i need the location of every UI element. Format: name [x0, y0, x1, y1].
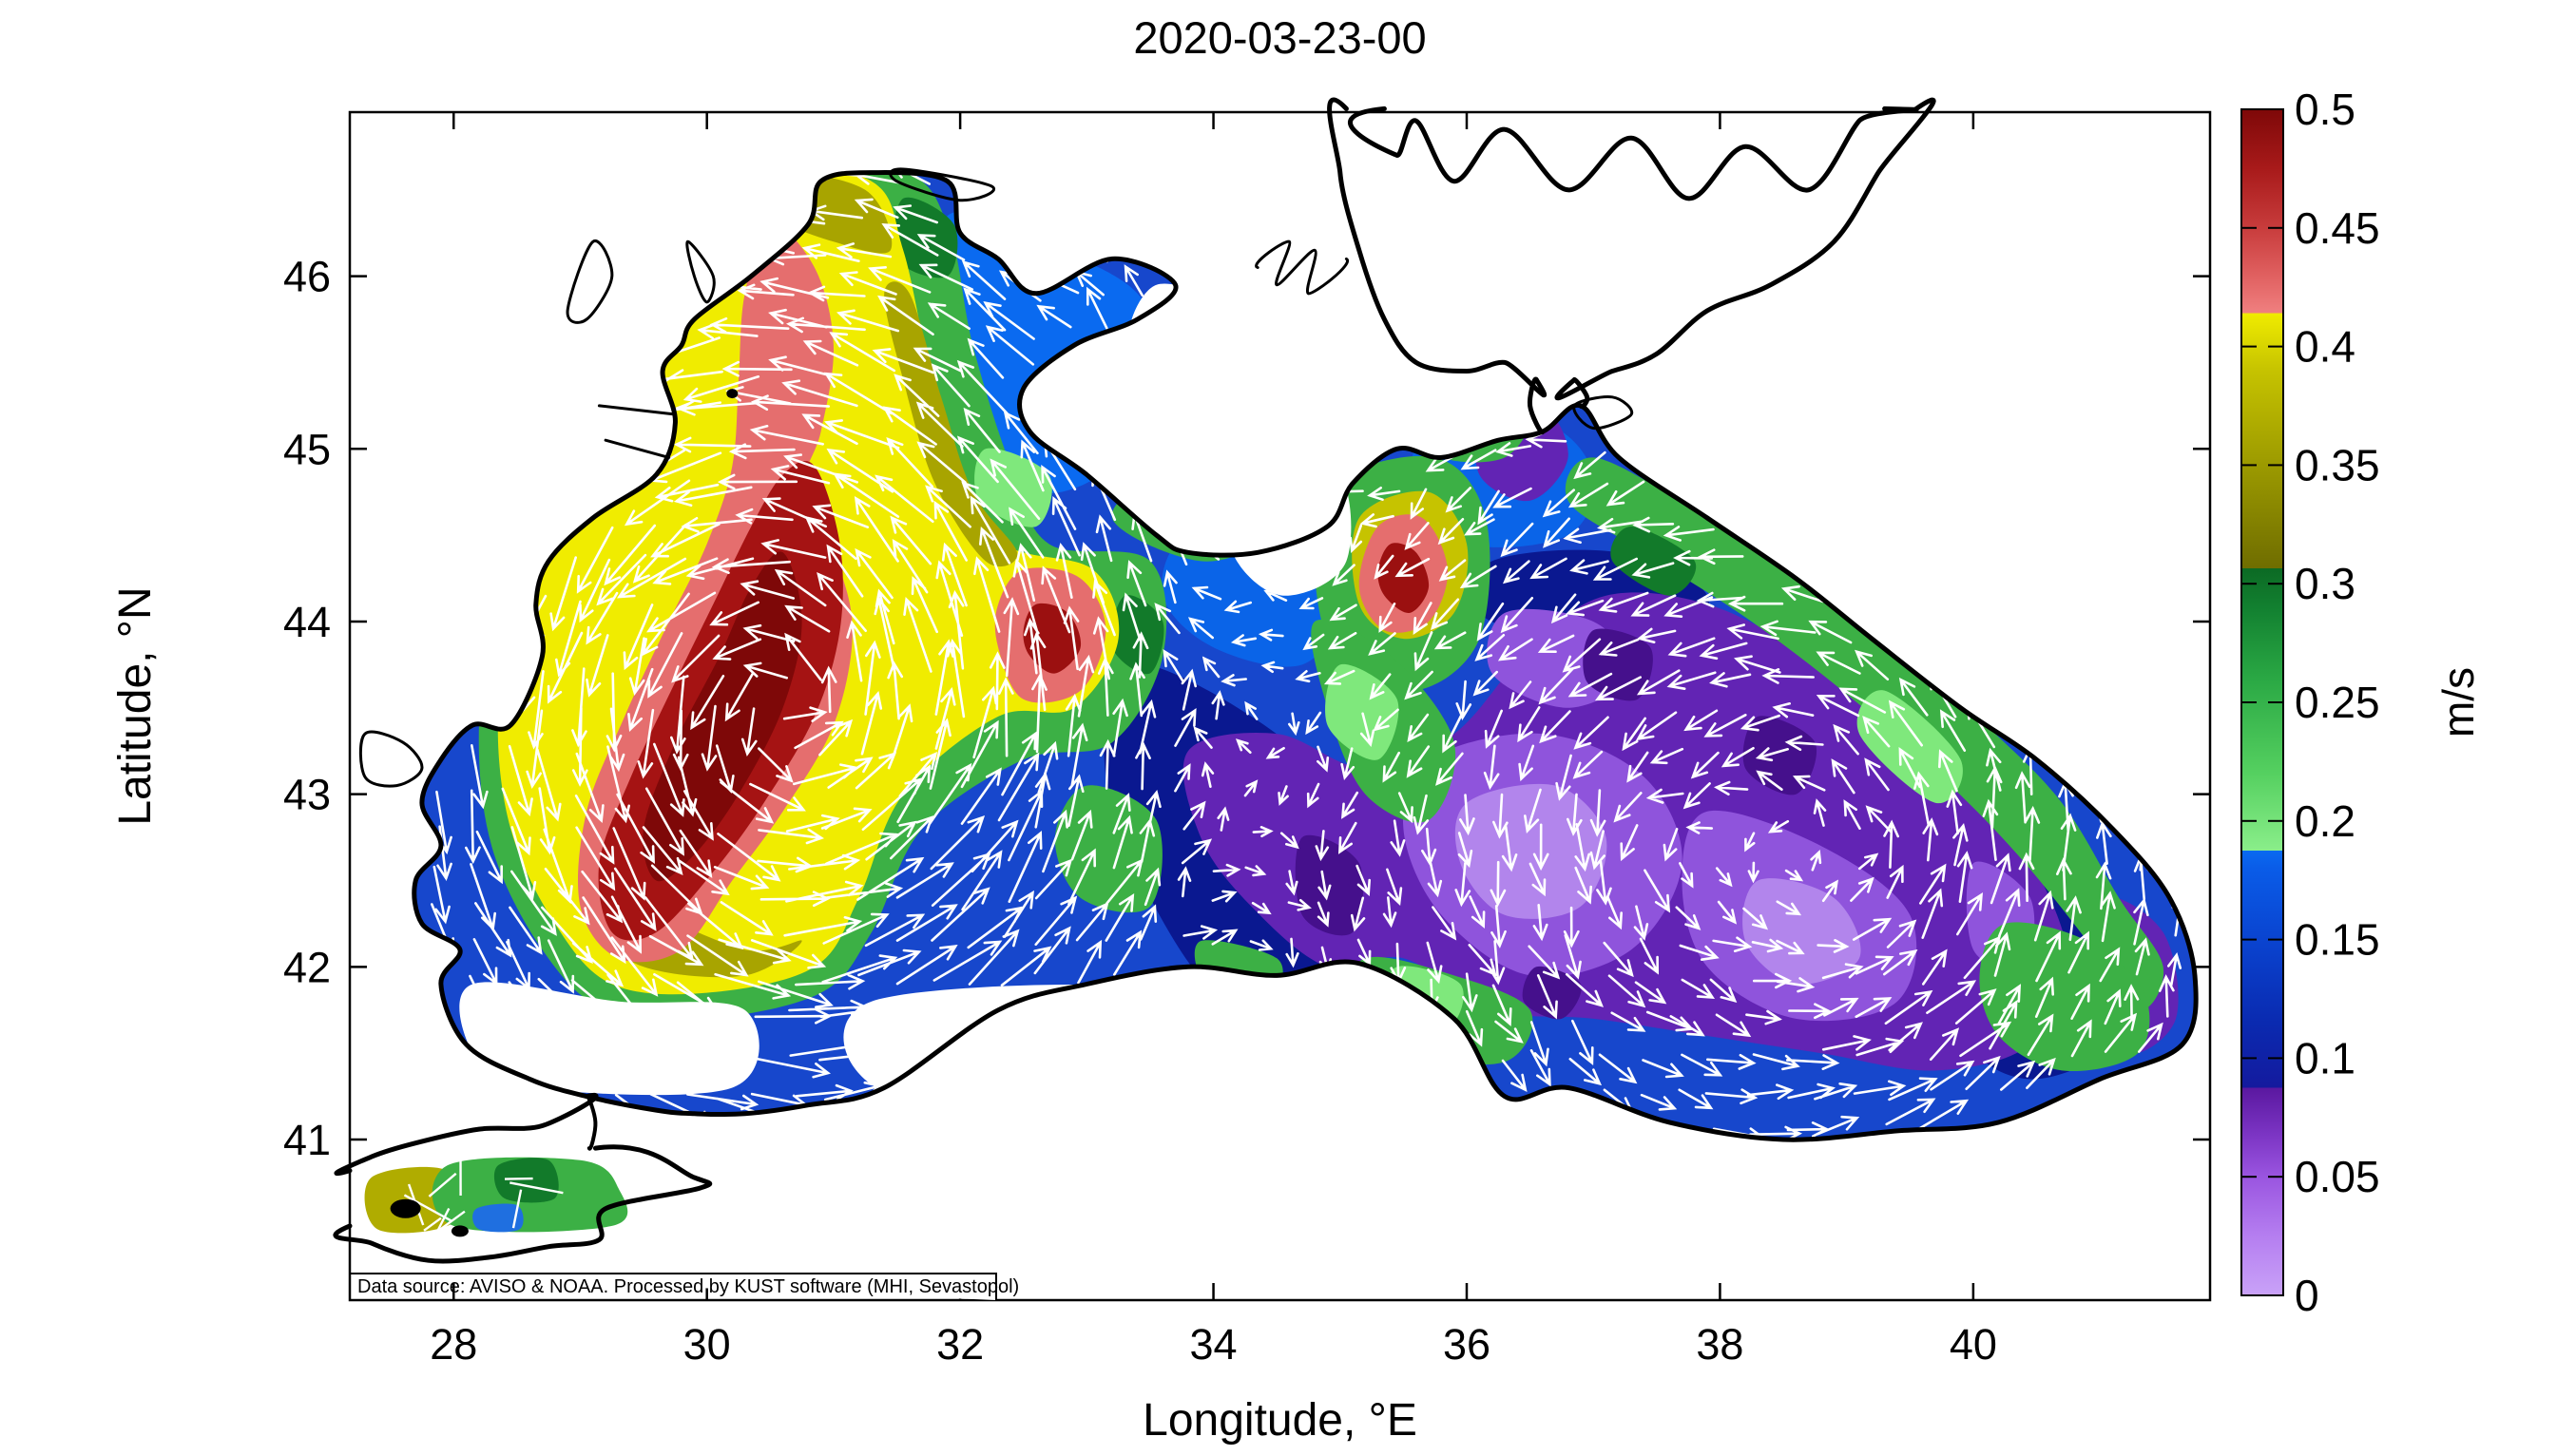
region-green-central-2: [1054, 785, 1163, 913]
x-tick-label: 30: [683, 1320, 731, 1369]
region-nodata-south-central: [843, 985, 1234, 1105]
x-tick-label: 38: [1696, 1320, 1743, 1369]
colorbar-tick-label: 0.2: [2295, 796, 2355, 846]
coastline-taman-lakes: [1572, 395, 1634, 431]
colorbar-tick-label: 0.4: [2295, 322, 2355, 372]
x-tick-label: 32: [936, 1320, 984, 1369]
colorbar: 0.5 0.45 0.4 0.35 0.3 0.25 0.2 0.15 0.1 0.05 0: [2240, 85, 2380, 1320]
x-tick-label: 34: [1190, 1320, 1238, 1369]
coastline-azov-north-coast: [1348, 105, 1919, 201]
region-green-georgia: [1979, 922, 2150, 1072]
colorbar-tick-label: 0.15: [2295, 915, 2380, 965]
colorbar-tick-label: 0.45: [2295, 203, 2380, 253]
region-green-dark-3: [1610, 527, 1697, 596]
coastlines: [333, 97, 2199, 1264]
y-tick-label: 44: [283, 598, 331, 646]
y-tick-label: 41: [283, 1116, 331, 1164]
coastline-danube-arm-1: [597, 404, 677, 416]
colorbar-unit-label: m/s: [2433, 667, 2483, 738]
region-violet-light-2: [1742, 878, 1861, 985]
colorbar-tick-label: 0.05: [2295, 1152, 2380, 1201]
coastline-azov-coast: [1327, 97, 1547, 398]
coastline-black-sea-coast: [412, 170, 2199, 1142]
coastline-kerch-strait-east: [1571, 377, 1590, 410]
x-tick-label: 36: [1443, 1320, 1490, 1369]
colorbar-tick-label: 0.3: [2295, 559, 2355, 608]
coastline-danube-arm-2: [604, 438, 671, 459]
y-tick-label: 43: [283, 771, 331, 819]
region-green-caucasus-band: [1565, 457, 2164, 1011]
region-indigo-spot-2: [1583, 628, 1653, 701]
colorbar-tick-label: 0.1: [2295, 1033, 2355, 1082]
plot-title: 2020-03-23-00: [1133, 12, 1426, 63]
data-source-note: Data source: AVISO & NOAA. Processed by …: [357, 1276, 1019, 1297]
axes-frame: 28 30 32 34 36 38 40 41 42 43 44 45 46: [283, 110, 2212, 1369]
coastline-azov-east-coast: [1554, 97, 1936, 401]
region-violet-light-1: [1454, 783, 1607, 919]
current-vectors: [431, 172, 2188, 1140]
coastline-dniester-liman: [685, 239, 716, 304]
colorbar-tick-label: 0.35: [2295, 440, 2380, 489]
region-marmara-blue: [472, 1203, 524, 1233]
island-marmara-islet: [451, 1225, 469, 1237]
region-nodata-karkinit: [1128, 283, 1235, 365]
x-axis-label: Longitude, °E: [1143, 1395, 1417, 1446]
island-zmiinyi-island: [726, 389, 739, 399]
island-marmara-island: [390, 1198, 421, 1218]
y-tick-label: 45: [283, 425, 331, 473]
colorbar-tick-label: 0: [2295, 1271, 2319, 1320]
plot-border: [348, 110, 2212, 1302]
colorbar-tick-label: 0.5: [2295, 85, 2355, 134]
x-tick-label: 28: [430, 1320, 477, 1369]
marmara-patch-layers: [364, 1157, 628, 1234]
y-tick-label: 46: [283, 253, 331, 301]
region-marmara-green-dark: [493, 1158, 559, 1203]
y-tick-label: 42: [283, 943, 331, 991]
x-tick-label: 40: [1950, 1320, 1997, 1369]
coastline-marmara-north-shore: [334, 1092, 599, 1177]
coastline-bosphorus-channel: [585, 1094, 598, 1151]
data-source-box: [350, 1273, 997, 1300]
coastline-dnieper-liman: [889, 167, 996, 202]
quiver-field: [431, 172, 2188, 1140]
coastline-danube-lakes: [566, 239, 614, 324]
coastline-kerch-strait-west: [1527, 376, 1546, 435]
coastline-sivash-lagoon: [1255, 239, 1350, 296]
colorbar-tick-label: 0.25: [2295, 678, 2380, 727]
y-axis-label: Latitude, °N: [110, 586, 161, 825]
region-green-light-3: [1856, 690, 1963, 804]
region-indigo-spot-4: [1522, 966, 1582, 1020]
coastline-varna-lake: [358, 730, 424, 788]
coastline-marmara-south-shore: [333, 1144, 713, 1264]
